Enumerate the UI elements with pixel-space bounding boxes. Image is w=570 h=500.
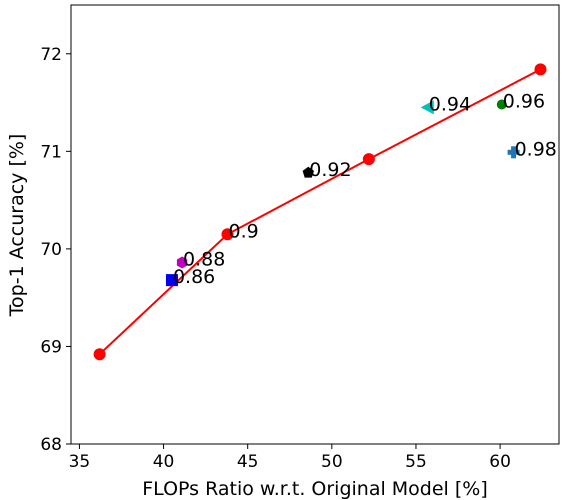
trend-point [534, 63, 547, 76]
plot-frame [70, 4, 560, 445]
point-label: 0.94 [429, 93, 471, 115]
x-tick-label: 35 [69, 452, 91, 472]
trend-point [362, 153, 375, 166]
square-marker [165, 274, 178, 287]
point-label: 0.96 [503, 91, 545, 113]
y-tick-label: 72 [40, 45, 62, 65]
plot-background [71, 5, 559, 444]
y-tick-label: 70 [40, 240, 62, 260]
x-tick-label: 55 [405, 452, 427, 472]
y-tick-label: 71 [40, 142, 62, 162]
circle-marker [496, 99, 507, 110]
hexagon-marker [176, 256, 188, 269]
point-label: 0.86 [173, 266, 215, 288]
point-label: 0.92 [309, 159, 351, 181]
point-label: 0.88 [183, 249, 225, 271]
chart-marks: 0.860.880.9 0.92 0.94 0.96 0.98 [93, 63, 557, 361]
point-label: 0.98 [515, 138, 557, 160]
x-tick-label: 50 [321, 452, 343, 472]
y-tick-label: 68 [40, 435, 62, 455]
y-axis-label: Top-1 Accuracy [%] [6, 134, 28, 318]
point-label: 0.9 [228, 220, 258, 242]
plus-marker-v [511, 146, 517, 159]
y-tick-label: 69 [40, 337, 62, 357]
triangle-left-marker [420, 100, 434, 115]
x-tick-label: 40 [153, 452, 175, 472]
trend-point [93, 348, 106, 361]
axis-ticks: 35 40 45 50 55 60 68 69 70 71 72 [40, 45, 511, 472]
x-tick-label: 45 [237, 452, 259, 472]
trend-line [98, 68, 541, 355]
trend-point [221, 228, 234, 241]
pentagon-marker [302, 166, 314, 178]
x-tick-label: 60 [489, 452, 511, 472]
x-axis-label: FLOPs Ratio w.r.t. Original Model [%] [142, 478, 488, 500]
